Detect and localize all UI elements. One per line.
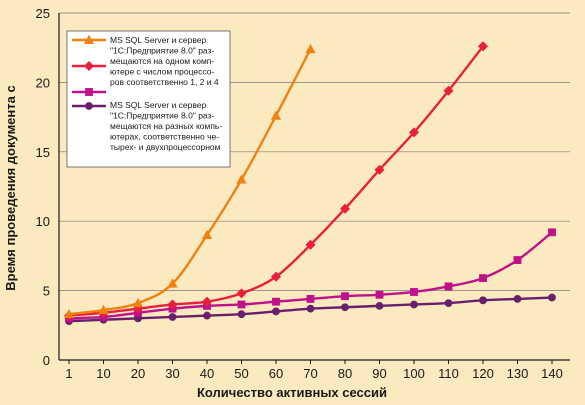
legend-box <box>66 30 231 168</box>
legend-label: "1С:Предприятие 8.0" раз- <box>110 46 214 56</box>
data-point <box>270 271 282 282</box>
data-point <box>477 41 489 52</box>
x-tick-label: 90 <box>372 366 386 381</box>
data-point <box>201 296 213 307</box>
axes <box>58 13 570 361</box>
data-point <box>63 308 75 319</box>
legend-label: MS SQL Server и сервер <box>110 35 207 45</box>
data-point <box>167 299 178 310</box>
x-tick-label: 140 <box>541 366 563 381</box>
x-tick-label: 100 <box>403 366 425 381</box>
x-tick-label: 120 <box>472 366 494 381</box>
y-tick-label: 20 <box>36 75 50 90</box>
data-point <box>479 296 487 305</box>
series-2 <box>63 41 489 321</box>
x-tick-label: 10 <box>96 366 110 381</box>
data-point <box>410 300 418 309</box>
y-tick-label: 10 <box>36 214 50 229</box>
legend: MS SQL Server и сервер"1С:Предприятие 8.… <box>66 30 231 168</box>
data-point <box>168 313 177 321</box>
legend-label: MS SQL Server и сервер <box>110 100 207 110</box>
data-point <box>444 282 453 291</box>
data-point <box>341 303 349 312</box>
x-tick-labels: 1 10 20 30 40 50 60 70 80 90 100 110 120 130 140 <box>65 360 563 381</box>
legend-label: ютере с числом процессо- <box>110 67 214 77</box>
data-point <box>341 292 349 301</box>
data-point <box>237 310 246 319</box>
data-point <box>167 278 178 288</box>
data-point <box>410 288 418 296</box>
y-tick-label: 25 <box>36 6 50 21</box>
x-tick-label: 30 <box>165 366 179 381</box>
x-tick-label: 70 <box>303 366 317 381</box>
legend-label: мещаются на разных компь- <box>110 121 222 131</box>
data-point <box>201 229 213 240</box>
x-tick-label: 130 <box>507 366 529 381</box>
data-point <box>374 164 385 175</box>
data-point <box>513 295 522 303</box>
legend-label: ров соответственно 1, 2 и 4 <box>110 77 219 87</box>
legend-marker <box>85 102 93 110</box>
data-point <box>132 297 144 308</box>
data-point <box>306 295 315 303</box>
data-point <box>305 239 316 250</box>
data-point <box>479 274 487 283</box>
series <box>63 41 556 326</box>
y-tick-labels: 0 5 10 15 20 25 <box>36 6 50 368</box>
data-point <box>408 127 420 138</box>
legend-marker <box>85 88 93 96</box>
data-point <box>203 311 211 320</box>
x-tick-label: 1 <box>65 366 72 381</box>
data-point <box>270 110 282 120</box>
x-tick-label: 60 <box>269 366 283 381</box>
data-point <box>513 256 522 264</box>
series-1 <box>63 43 316 319</box>
data-point <box>132 303 144 314</box>
x-tick-label: 110 <box>438 366 459 381</box>
data-point <box>236 288 247 299</box>
data-point <box>236 174 247 184</box>
data-point <box>443 85 454 96</box>
x-axis-title: Количество активных сессий <box>197 385 387 400</box>
legend-label: мещаются на одном комп- <box>110 56 214 66</box>
y-tick-label: 0 <box>43 353 50 368</box>
legend-marker <box>83 60 95 72</box>
data-point <box>375 290 384 299</box>
data-point <box>272 297 280 306</box>
legend-marker <box>83 34 95 44</box>
data-point <box>339 203 351 214</box>
data-point <box>272 307 280 316</box>
data-point <box>548 228 556 237</box>
data-point <box>237 300 246 309</box>
y-axis-title: Время проведения документа с <box>3 85 18 290</box>
legend-label: тырех- и двухпроцессорном <box>110 142 221 152</box>
data-point <box>305 43 316 54</box>
x-tick-label: 50 <box>234 366 248 381</box>
data-point <box>375 301 384 310</box>
data-point <box>444 299 453 307</box>
x-tick-label: 20 <box>131 366 145 381</box>
data-point <box>548 293 556 302</box>
data-point <box>306 304 315 313</box>
x-tick-label: 80 <box>338 366 352 381</box>
data-point <box>98 304 109 315</box>
x-tick-label: 40 <box>200 366 214 381</box>
y-tick-label: 15 <box>36 145 50 160</box>
y-tick-label: 5 <box>43 284 50 299</box>
legend-label: "1С:Предприятие 8.0" раз- <box>110 111 214 121</box>
legend-label: ютерах, соответственно че- <box>110 132 219 142</box>
